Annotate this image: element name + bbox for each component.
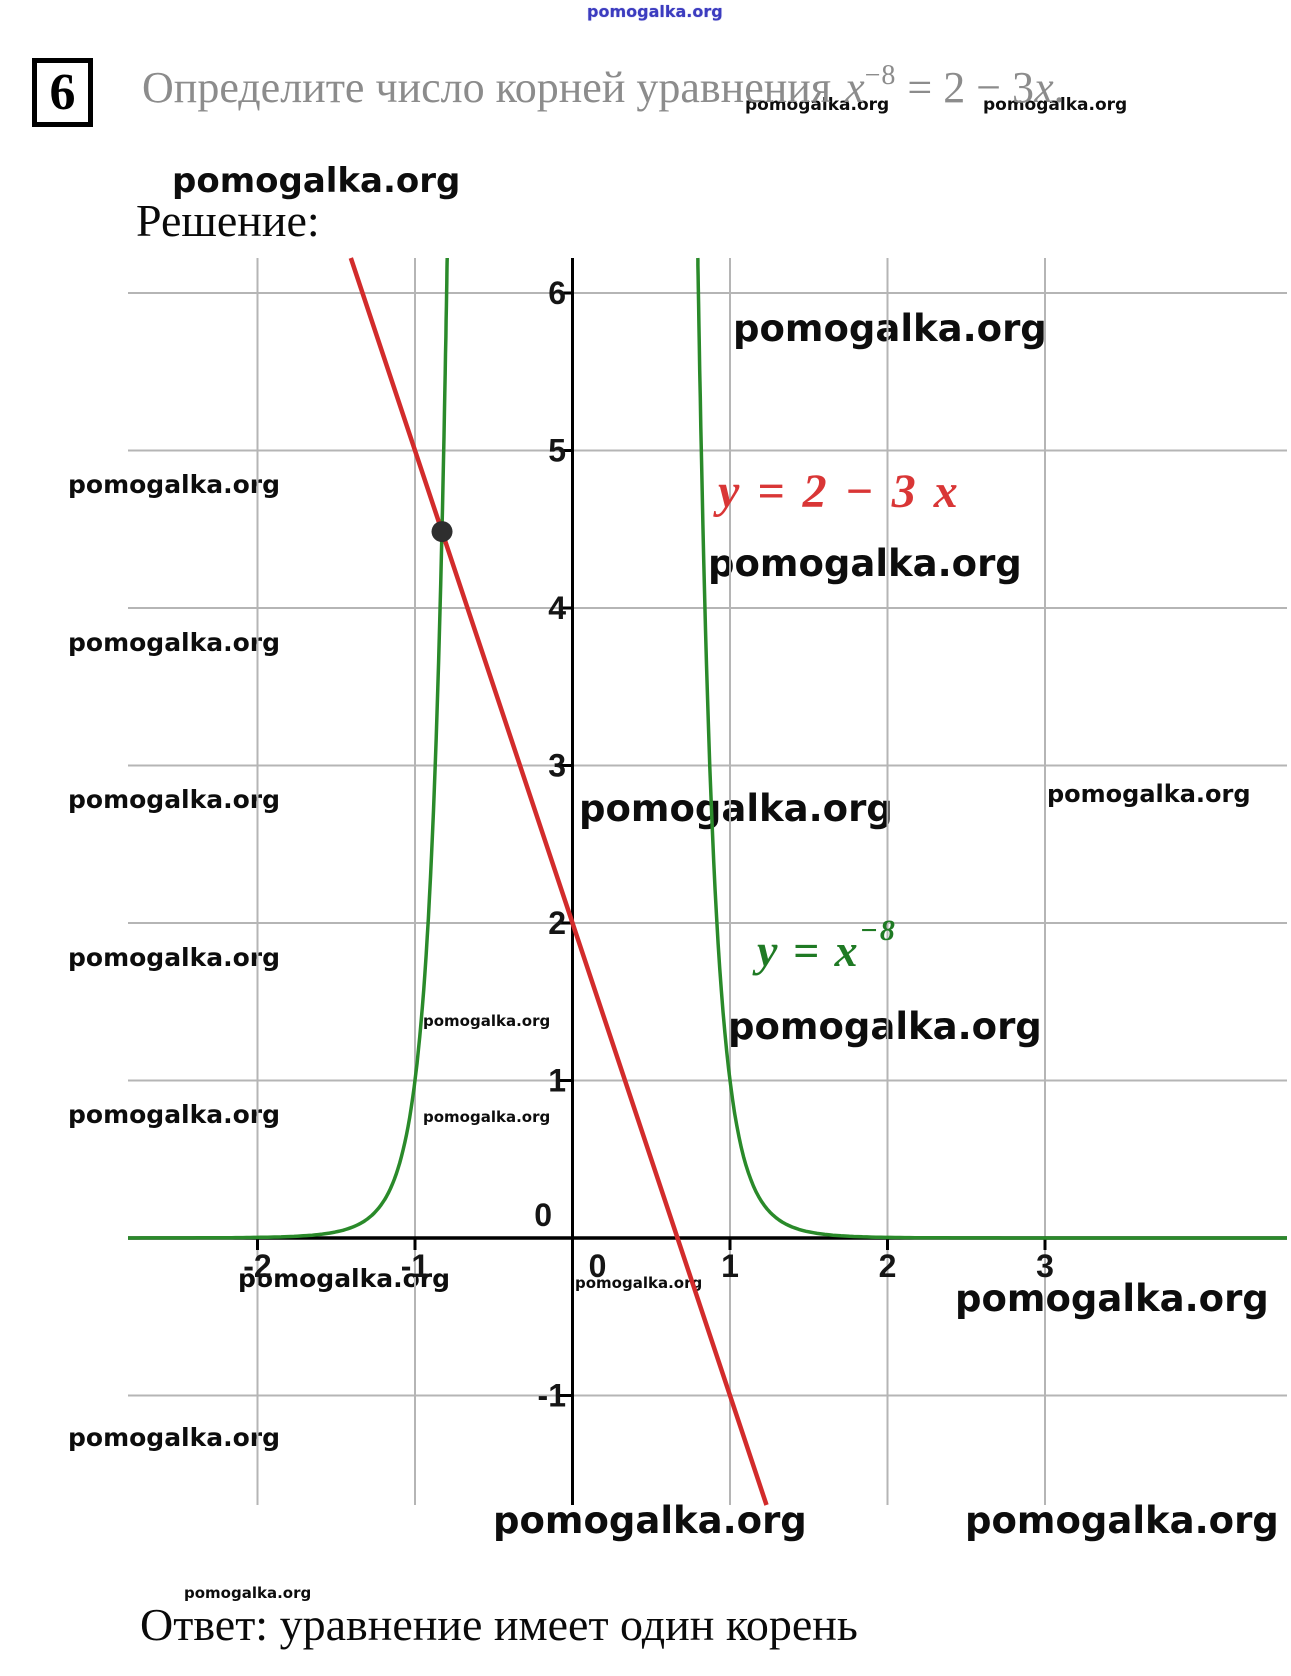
y-tick-label: 2	[548, 905, 566, 941]
watermark: pomogalka.org	[983, 95, 1128, 115]
x-tick-label: 3	[1036, 1248, 1054, 1284]
equation-mid: = 2 − 3	[896, 63, 1035, 112]
watermark: pomogalka.org	[68, 470, 281, 499]
watermark: pomogalka.org	[68, 943, 281, 972]
line-y-equals-2-minus-3x	[348, 257, 769, 1506]
watermark: pomogalka.org	[733, 307, 1047, 350]
equation-var: x	[1034, 63, 1054, 112]
problem-equation: x−8 = 2 − 3x.	[845, 60, 1065, 112]
axis-tick-labels: -2 -1 0 1 2 3 -1 0 1 2 3 4 5 6	[243, 275, 1054, 1414]
intersection-point	[431, 521, 453, 543]
watermark: pomogalka.org	[579, 787, 893, 830]
green-curve-label: y = x−8	[752, 914, 897, 976]
x-tick-label: 2	[879, 1248, 897, 1284]
y-tick-label: 6	[548, 275, 566, 311]
equation-exponent: −8	[864, 60, 897, 91]
y-tick-label: 4	[548, 590, 566, 626]
problem-title-text: Определите число корней уравнения	[142, 63, 832, 112]
x-tick-label: 1	[721, 1248, 739, 1284]
watermark: pomogalka.org	[587, 2, 723, 21]
watermark: pomogalka.org	[184, 1584, 312, 1602]
watermark: pomogalka.org	[955, 1277, 1269, 1320]
x-tick-label: 0	[589, 1248, 607, 1284]
axis-ticks	[256, 291, 1047, 1397]
x-tick-label: -2	[243, 1248, 271, 1284]
equation-base: x	[845, 63, 865, 112]
watermark: pomogalka.org	[728, 1005, 1042, 1048]
y-tick-label: 0	[534, 1197, 552, 1233]
watermark: pomogalka.org	[68, 1100, 281, 1129]
y-tick-label: 5	[548, 433, 566, 469]
watermark: pomogalka.org	[68, 1423, 281, 1452]
watermark: pomogalka.org	[68, 785, 281, 814]
y-tick-label: -1	[538, 1378, 566, 1414]
watermark: pomogalka.org	[68, 628, 281, 657]
problem-number-box: 6	[32, 58, 93, 127]
watermark: pomogalka.org	[575, 1274, 703, 1292]
watermark: pomogalka.org	[172, 161, 461, 201]
curve-y-equals-x-pow-minus-8	[696, 257, 1287, 1240]
watermark: pomogalka.org	[1047, 780, 1251, 808]
y-tick-label: 1	[548, 1063, 566, 1099]
curve-y-equals-x-pow-minus-8	[128, 257, 449, 1240]
watermark: pomogalka.org	[965, 1499, 1279, 1542]
red-line-label: y = 2 − 3 x	[713, 465, 961, 518]
watermark: pomogalka.org	[423, 1012, 551, 1030]
problem-title: Определите число корней уравнения x−8 = 2…	[142, 60, 1065, 113]
equation-period: .	[1053, 63, 1065, 112]
solution-heading: Решение:	[136, 195, 320, 246]
x-tick-label: -1	[401, 1248, 429, 1284]
watermark: pomogalka.org	[708, 542, 1022, 585]
y-tick-label: 3	[548, 748, 566, 784]
watermark: pomogalka.org	[745, 95, 890, 115]
problem-number: 6	[49, 63, 76, 121]
answer-text: Ответ: уравнение имеет один корень	[140, 1599, 858, 1650]
gridlines	[128, 258, 1287, 1505]
watermark: pomogalka.org	[423, 1108, 551, 1126]
watermark: pomogalka.org	[493, 1499, 807, 1542]
